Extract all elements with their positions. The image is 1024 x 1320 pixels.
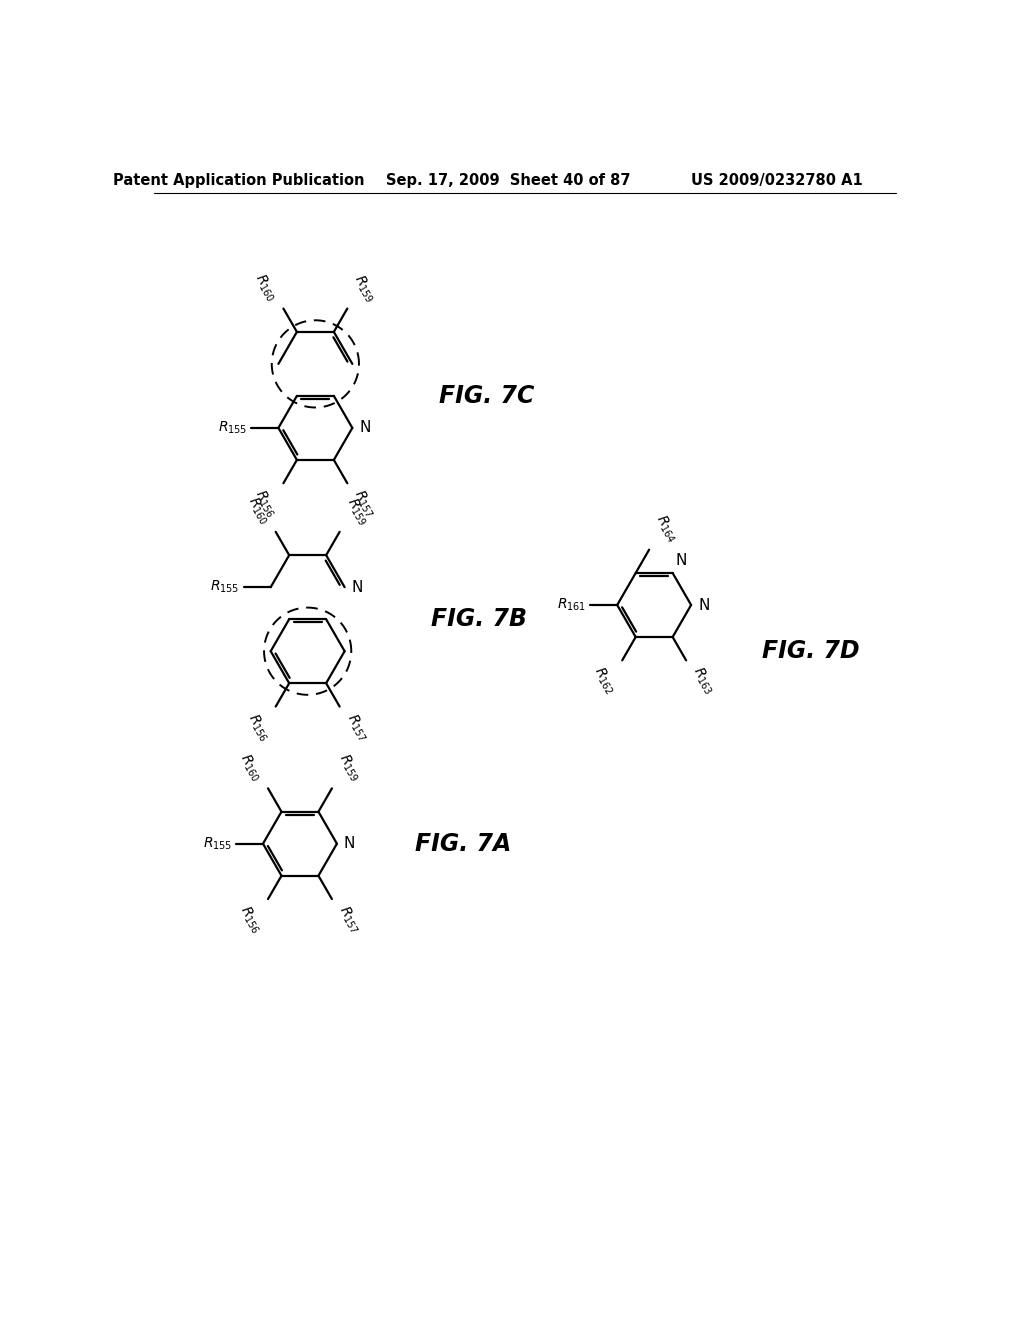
Text: $R_{163}$: $R_{163}$ xyxy=(689,664,718,698)
Text: FIG. 7C: FIG. 7C xyxy=(438,384,534,408)
Text: $R_{155}$: $R_{155}$ xyxy=(203,836,232,851)
Text: $R_{156}$: $R_{156}$ xyxy=(236,903,265,937)
Text: FIG. 7A: FIG. 7A xyxy=(416,832,512,855)
Text: $R_{160}$: $R_{160}$ xyxy=(251,271,281,305)
Text: N: N xyxy=(698,598,710,612)
Text: FIG. 7B: FIG. 7B xyxy=(431,607,527,631)
Text: US 2009/0232780 A1: US 2009/0232780 A1 xyxy=(691,173,863,189)
Text: $R_{155}$: $R_{155}$ xyxy=(211,579,240,595)
Text: Sep. 17, 2009  Sheet 40 of 87: Sep. 17, 2009 Sheet 40 of 87 xyxy=(386,173,630,189)
Text: N: N xyxy=(676,553,687,569)
Text: $R_{159}$: $R_{159}$ xyxy=(350,272,379,305)
Text: $R_{160}$: $R_{160}$ xyxy=(244,494,272,528)
Text: N: N xyxy=(359,420,371,436)
Text: $R_{157}$: $R_{157}$ xyxy=(350,487,379,520)
Text: $R_{161}$: $R_{161}$ xyxy=(557,597,587,614)
Text: $R_{162}$: $R_{162}$ xyxy=(590,664,620,698)
Text: $R_{159}$: $R_{159}$ xyxy=(343,495,372,528)
Text: N: N xyxy=(351,579,362,595)
Text: $R_{157}$: $R_{157}$ xyxy=(335,903,364,936)
Text: N: N xyxy=(344,836,355,851)
Text: $R_{160}$: $R_{160}$ xyxy=(236,751,265,784)
Text: $R_{159}$: $R_{159}$ xyxy=(335,751,364,784)
Text: $R_{157}$: $R_{157}$ xyxy=(343,710,372,743)
Text: $R_{164}$: $R_{164}$ xyxy=(652,512,681,545)
Text: $R_{156}$: $R_{156}$ xyxy=(251,487,281,521)
Text: $R_{156}$: $R_{156}$ xyxy=(244,710,272,744)
Text: FIG. 7D: FIG. 7D xyxy=(762,639,859,663)
Text: Patent Application Publication: Patent Application Publication xyxy=(113,173,365,189)
Text: $R_{155}$: $R_{155}$ xyxy=(218,420,248,436)
